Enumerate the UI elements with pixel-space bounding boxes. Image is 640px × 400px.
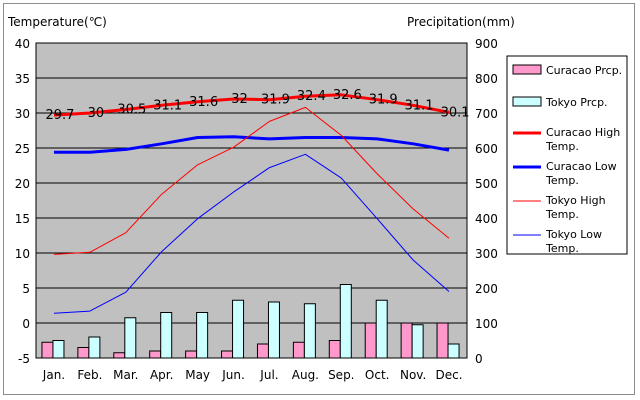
data-label: 31.9: [369, 93, 398, 108]
x-tick-label: Jan.: [42, 368, 65, 382]
left-tick-label: 40: [15, 37, 30, 51]
legend-swatch-tokyo-precip: [512, 96, 542, 107]
tokyo-precip-bar: [447, 343, 460, 359]
legend-label: Temp.: [545, 174, 579, 187]
tokyo-precip-bar: [303, 303, 316, 359]
tokyo-precip-bar: [232, 299, 245, 359]
x-tick-label: Sep.: [328, 368, 354, 382]
curacao-precip-bar: [364, 322, 377, 359]
x-tick-label: Feb.: [77, 368, 102, 382]
right-tick-label: 900: [475, 37, 498, 51]
gridlines: [36, 77, 467, 324]
curacao-precip-bar: [113, 352, 126, 359]
data-label: 30.1: [441, 105, 470, 120]
curacao-low-line: [54, 135, 450, 154]
left-tick-label: 5: [22, 282, 30, 296]
data-label: 32: [231, 92, 248, 107]
left-tick-label: 30: [15, 107, 30, 121]
legend-label: Tokyo Prcp.: [545, 96, 608, 109]
temperature-lines: [53, 93, 450, 314]
x-tick-label: Jul.: [259, 368, 278, 382]
left-tick-label: 25: [15, 142, 30, 156]
x-tick-label: Aug.: [292, 368, 319, 382]
curacao-precip-bar: [256, 343, 269, 359]
legend-label: Temp.: [545, 242, 579, 255]
precipitation-bars: [41, 284, 460, 359]
data-label: 31.1: [405, 98, 434, 113]
right-axis-title: Precipitation(mm): [407, 15, 515, 29]
right-tick-label: 0: [475, 352, 483, 366]
left-axis-title: Temperature(℃): [7, 15, 107, 29]
tokyo-precip-bar: [196, 312, 209, 359]
data-label: 31.1: [153, 98, 182, 113]
tokyo-high-line: [53, 106, 450, 255]
legend-swatch-curacao-precip: [512, 64, 542, 75]
tokyo-precip-bar: [375, 299, 388, 359]
x-tick-label: Apr.: [150, 368, 173, 382]
tokyo-precip-bar: [160, 312, 173, 359]
legend-label: Curacao Low: [546, 160, 617, 173]
curacao-high-line: [53, 93, 450, 117]
data-label: 31.9: [261, 93, 290, 108]
right-tick-label: 400: [475, 212, 498, 226]
legend-label: Curacao Prcp.: [546, 64, 622, 77]
right-tick-label: 600: [475, 142, 498, 156]
right-tick-label: 100: [475, 317, 498, 331]
curacao-precip-bar: [149, 350, 162, 359]
curacao-precip-bar: [77, 347, 90, 359]
tokyo-precip-bar: [52, 340, 65, 359]
plot-area: [35, 42, 468, 359]
left-tick-label: 0: [22, 317, 30, 331]
x-tick-label: Nov.: [400, 368, 426, 382]
curacao-precip-bar: [41, 341, 54, 359]
x-tick-label: Jun.: [221, 368, 245, 382]
curacao-precip-bar: [221, 350, 234, 359]
legend-label: Curacao High: [546, 126, 620, 139]
legend-label: Tokyo High: [545, 194, 606, 207]
right-tick-label: 200: [475, 282, 498, 296]
left-tick-label: 20: [15, 177, 30, 191]
x-tick-label: Dec.: [436, 368, 463, 382]
data-label: 30: [88, 106, 105, 121]
left-tick-label: 10: [15, 247, 30, 261]
left-tick-label: -5: [18, 352, 30, 366]
curacao-precip-bar: [185, 350, 198, 359]
right-tick-label: 700: [475, 107, 498, 121]
curacao-precip-bar: [436, 322, 449, 359]
legend: Curacao Prcp.Tokyo Prcp.Curacao HighTemp…: [506, 55, 628, 255]
right-tick-label: 800: [475, 72, 498, 86]
right-tick-label: 300: [475, 247, 498, 261]
curacao-precip-bar: [292, 341, 305, 359]
tokyo-precip-bar: [267, 301, 280, 359]
x-axis-ticks: Jan. Feb. Mar. Apr. May Jun. Jul. Aug. Sep. Oct. N…: [42, 368, 463, 382]
x-tick-label: May: [185, 368, 210, 382]
right-axis-ticks: 900 800 700 600 500 400 300 200 100 0: [475, 37, 498, 366]
right-tick-label: 500: [475, 177, 498, 191]
data-label: 31.6: [189, 95, 218, 110]
tokyo-precip-bar: [411, 324, 424, 359]
tokyo-precip-bar: [339, 284, 352, 359]
legend-label: Temp.: [545, 140, 579, 153]
x-tick-label: Mar.: [113, 368, 138, 382]
data-label: 29.7: [45, 108, 74, 123]
left-tick-label: 15: [15, 212, 30, 226]
left-tick-label: 35: [15, 72, 30, 86]
data-label: 32.4: [297, 89, 326, 104]
data-label: 30.5: [117, 103, 146, 118]
legend-box: [506, 55, 628, 255]
tokyo-low-line: [53, 153, 450, 314]
left-axis-ticks: 40 35 30 25 20 15 10 5 0 -5: [15, 37, 30, 366]
plot-background: [35, 42, 468, 359]
tokyo-precip-bar: [88, 336, 101, 359]
x-tick-label: Oct.: [365, 368, 390, 382]
legend-label: Temp.: [545, 208, 579, 221]
legend-label: Tokyo Low: [545, 228, 602, 241]
curacao-precip-bar: [400, 322, 413, 359]
curacao-precip-bar: [328, 340, 341, 359]
tokyo-precip-bar: [124, 317, 137, 359]
data-labels: 29.7 30 30.5 31.1 31.6 32 31.9 32.4 32.6 31.9 31.1…: [45, 88, 469, 123]
data-label: 32.6: [333, 88, 362, 103]
